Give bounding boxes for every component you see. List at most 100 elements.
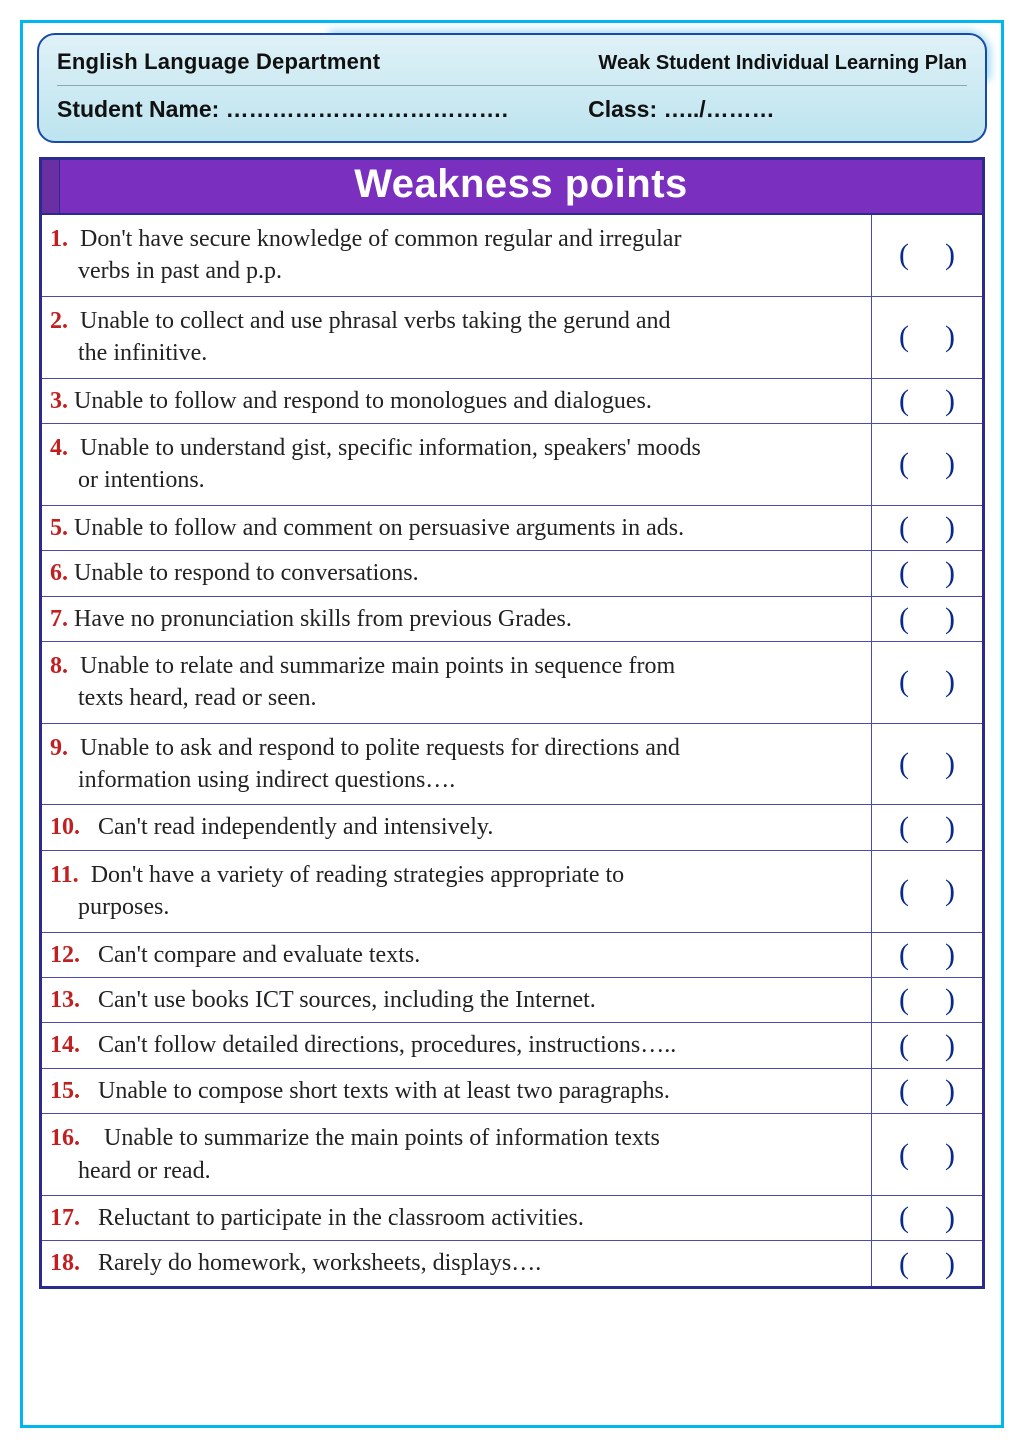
paren-right: ) bbox=[945, 511, 955, 545]
table-row: 13. Can't use books ICT sources, includi… bbox=[42, 977, 982, 1022]
header-box: English Language Department Weak Student… bbox=[37, 33, 987, 143]
checkbox-cell[interactable]: () bbox=[872, 597, 982, 641]
table-row: 1. Don't have secure knowledge of common… bbox=[42, 213, 982, 296]
row-text: Unable to summarize the main points of i… bbox=[98, 1125, 660, 1151]
weakness-text-cell: 15. Unable to compose short texts with a… bbox=[42, 1069, 872, 1113]
checkbox-cell[interactable]: () bbox=[872, 851, 982, 932]
row-number: 5. bbox=[50, 512, 68, 544]
table-row: 18. Rarely do homework, worksheets, disp… bbox=[42, 1240, 982, 1285]
checkbox-cell[interactable]: () bbox=[872, 424, 982, 505]
weakness-text-cell: 11. Don't have a variety of reading stra… bbox=[42, 851, 872, 932]
checkbox-cell[interactable]: () bbox=[872, 1023, 982, 1067]
plan-title: Weak Student Individual Learning Plan bbox=[598, 52, 967, 75]
paren-right: ) bbox=[945, 874, 955, 908]
paren-right: ) bbox=[945, 747, 955, 781]
student-name-field: Student Name: ………………………………. bbox=[57, 96, 508, 123]
paren-left: ( bbox=[899, 384, 909, 418]
checkbox-cell[interactable]: () bbox=[872, 805, 982, 849]
paren-left: ( bbox=[899, 811, 909, 845]
table-row: 4. Unable to understand gist, specific i… bbox=[42, 423, 982, 505]
row-number: 16. bbox=[50, 1122, 92, 1154]
row-text: Unable to respond to conversations. bbox=[74, 557, 419, 589]
row-text: Can't follow detailed directions, proced… bbox=[98, 1029, 676, 1061]
weakness-table: Weakness points 1. Don't have secure kno… bbox=[39, 157, 985, 1289]
header-row-2: Student Name: ………………………………. Class: …../…… bbox=[57, 96, 967, 123]
paren-left: ( bbox=[899, 238, 909, 272]
table-row: 16. Unable to summarize the main points … bbox=[42, 1113, 982, 1195]
paren-left: ( bbox=[899, 511, 909, 545]
row-text: Rarely do homework, worksheets, displays… bbox=[98, 1247, 541, 1279]
checkbox-cell[interactable]: () bbox=[872, 642, 982, 723]
weakness-text-cell: 5. Unable to follow and comment on persu… bbox=[42, 506, 872, 550]
weakness-text-cell: 4. Unable to understand gist, specific i… bbox=[42, 424, 872, 505]
title-stub bbox=[42, 160, 60, 213]
checkbox-cell[interactable]: () bbox=[872, 933, 982, 977]
paren-right: ) bbox=[945, 447, 955, 481]
paren-left: ( bbox=[899, 602, 909, 636]
weakness-text-cell: 3. Unable to follow and respond to monol… bbox=[42, 379, 872, 423]
paren-right: ) bbox=[945, 811, 955, 845]
checkbox-cell[interactable]: () bbox=[872, 1241, 982, 1285]
paren-left: ( bbox=[899, 983, 909, 1017]
table-row: 9. Unable to ask and respond to polite r… bbox=[42, 723, 982, 805]
row-text: Don't have secure knowledge of common re… bbox=[74, 226, 681, 252]
row-text-cont: the infinitive. bbox=[50, 337, 861, 369]
checkbox-cell[interactable]: () bbox=[872, 551, 982, 595]
table-row: 3. Unable to follow and respond to monol… bbox=[42, 378, 982, 423]
weakness-text-cell: 14. Can't follow detailed directions, pr… bbox=[42, 1023, 872, 1067]
checkbox-cell[interactable]: () bbox=[872, 1069, 982, 1113]
row-text: Can't use books ICT sources, including t… bbox=[98, 984, 596, 1016]
row-number: 18. bbox=[50, 1247, 92, 1279]
row-text-cont: purposes. bbox=[50, 891, 861, 923]
paren-left: ( bbox=[899, 1138, 909, 1172]
checkbox-cell[interactable]: () bbox=[872, 724, 982, 805]
row-text: Can't compare and evaluate texts. bbox=[98, 939, 420, 971]
row-number: 13. bbox=[50, 984, 92, 1016]
paren-left: ( bbox=[899, 320, 909, 354]
paren-right: ) bbox=[945, 1138, 955, 1172]
row-text-cont: information using indirect questions…. bbox=[50, 764, 861, 796]
paren-left: ( bbox=[899, 874, 909, 908]
class-field: Class: …../……… bbox=[588, 96, 775, 123]
paren-right: ) bbox=[945, 1247, 955, 1281]
row-text: Unable to collect and use phrasal verbs … bbox=[74, 308, 670, 334]
paren-right: ) bbox=[945, 602, 955, 636]
row-text: Reluctant to participate in the classroo… bbox=[98, 1202, 584, 1234]
table-row: 10. Can't read independently and intensi… bbox=[42, 804, 982, 849]
checkbox-cell[interactable]: () bbox=[872, 1114, 982, 1195]
weakness-text-cell: 18. Rarely do homework, worksheets, disp… bbox=[42, 1241, 872, 1285]
row-number: 3. bbox=[50, 385, 68, 417]
checkbox-cell[interactable]: () bbox=[872, 1196, 982, 1240]
paren-right: ) bbox=[945, 938, 955, 972]
table-rows: 1. Don't have secure knowledge of common… bbox=[42, 213, 982, 1286]
row-number: 4. bbox=[50, 435, 68, 461]
checkbox-cell[interactable]: () bbox=[872, 506, 982, 550]
table-title: Weakness points bbox=[60, 160, 982, 213]
table-row: 5. Unable to follow and comment on persu… bbox=[42, 505, 982, 550]
paren-left: ( bbox=[899, 1074, 909, 1108]
table-row: 7. Have no pronunciation skills from pre… bbox=[42, 596, 982, 641]
table-row: 12. Can't compare and evaluate texts.() bbox=[42, 932, 982, 977]
header-row-1: English Language Department Weak Student… bbox=[57, 49, 967, 75]
row-text: Unable to relate and summarize main poin… bbox=[74, 653, 675, 679]
row-number: 1. bbox=[50, 226, 68, 252]
weakness-text-cell: 17. Reluctant to participate in the clas… bbox=[42, 1196, 872, 1240]
weakness-text-cell: 12. Can't compare and evaluate texts. bbox=[42, 933, 872, 977]
weakness-text-cell: 16. Unable to summarize the main points … bbox=[42, 1114, 872, 1195]
paren-left: ( bbox=[899, 1201, 909, 1235]
paren-left: ( bbox=[899, 665, 909, 699]
row-text: Don't have a variety of reading strategi… bbox=[85, 862, 624, 888]
table-row: 8. Unable to relate and summarize main p… bbox=[42, 641, 982, 723]
checkbox-cell[interactable]: () bbox=[872, 978, 982, 1022]
row-text-cont: texts heard, read or seen. bbox=[50, 682, 861, 714]
paren-right: ) bbox=[945, 238, 955, 272]
checkbox-cell[interactable]: () bbox=[872, 215, 982, 296]
page-border: English Language Department Weak Student… bbox=[20, 20, 1004, 1428]
weakness-text-cell: 6. Unable to respond to conversations. bbox=[42, 551, 872, 595]
row-number: 12. bbox=[50, 939, 92, 971]
checkbox-cell[interactable]: () bbox=[872, 297, 982, 378]
row-text: Unable to compose short texts with at le… bbox=[98, 1075, 670, 1107]
table-row: 6. Unable to respond to conversations.() bbox=[42, 550, 982, 595]
row-number: 10. bbox=[50, 811, 92, 843]
checkbox-cell[interactable]: () bbox=[872, 379, 982, 423]
